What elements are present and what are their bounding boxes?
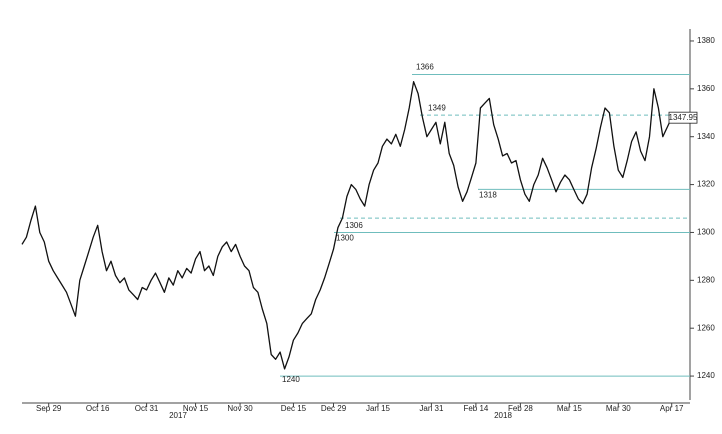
y-tick-label: 1240 [697,371,715,380]
y-tick-label: 1360 [697,84,715,93]
last-price-label: 1347.95 [669,113,698,122]
level-label: 1366 [416,63,434,72]
x-tick-label: Apr 17 [660,404,684,413]
x-tick-label: Nov 15 [183,404,209,413]
y-tick-label: 1320 [697,180,715,189]
x-tick-label: Nov 30 [227,404,253,413]
x-tick-label: Feb 28 [508,404,533,413]
level-label: 1240 [282,375,300,384]
level-label: 1300 [336,234,354,243]
level-label: 1306 [345,221,363,230]
x-tick-label: Dec 15 [281,404,307,413]
y-tick-label: 1280 [697,275,715,284]
x-tick-label: Feb 14 [463,404,488,413]
level-label: 1349 [428,103,446,112]
x-tick-label: Mar 15 [557,404,582,413]
x-tick-label: Jan 15 [366,404,391,413]
x-tick-label: Oct 16 [86,404,110,413]
x-tick-label: Dec 29 [321,404,347,413]
year-label: 2018 [494,411,512,420]
last-price-box [668,111,698,124]
price-line [21,81,673,370]
y-tick-label: 1340 [697,132,715,141]
x-tick-label: Mar 30 [606,404,631,413]
x-tick-label: Sep 29 [36,404,62,413]
year-label: 2017 [169,411,187,420]
x-tick-label: Jan 31 [419,404,444,413]
y-tick-label: 1300 [697,228,715,237]
y-tick-label: 1260 [697,323,715,332]
level-label: 1318 [479,190,497,199]
x-tick-label: Oct 31 [135,404,159,413]
y-tick-label: 1380 [697,36,715,45]
